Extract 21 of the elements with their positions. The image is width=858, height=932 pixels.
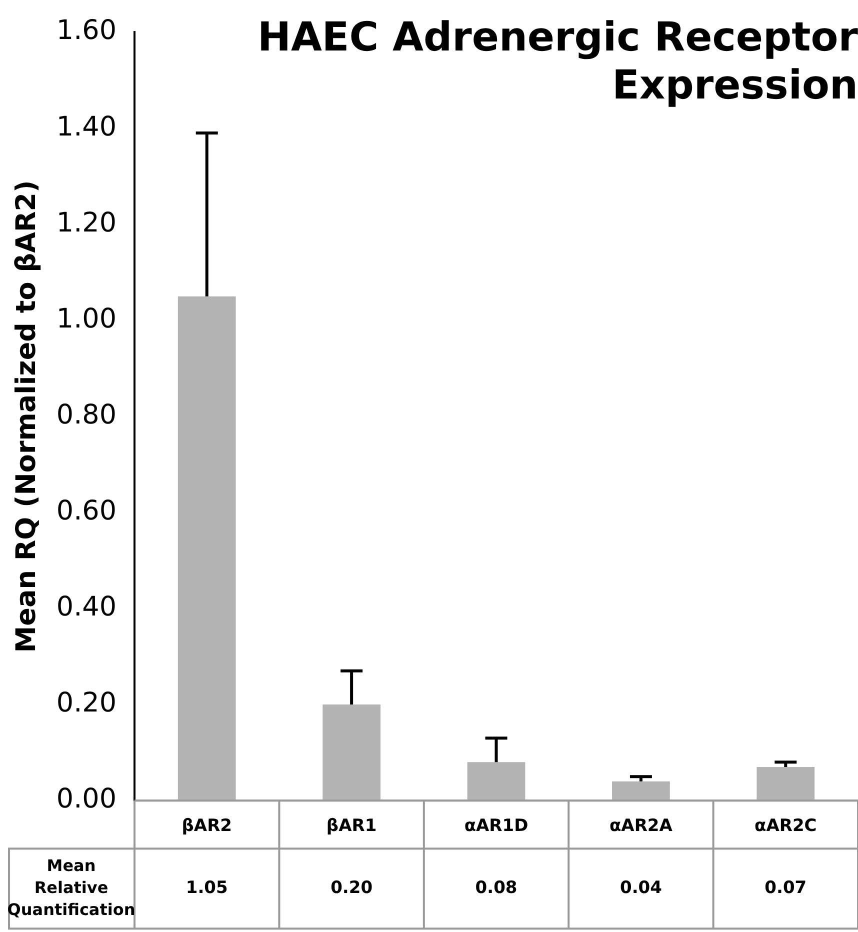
y-tick-label: 1.40 bbox=[56, 111, 117, 142]
x-tick-label: βAR1 bbox=[326, 816, 377, 836]
y-tick-label: 1.60 bbox=[56, 15, 117, 46]
y-tick-label: 0.60 bbox=[56, 495, 117, 526]
chart-title: HAEC Adrenergic Receptor Expression bbox=[257, 14, 858, 109]
y-axis-title: Mean RQ (Normalized to βAR2) bbox=[11, 180, 42, 653]
bar bbox=[178, 296, 236, 801]
y-tick-label: 1.20 bbox=[56, 207, 117, 238]
y-tick-label: 0.00 bbox=[56, 784, 117, 815]
y-tick-label: 1.00 bbox=[56, 303, 117, 334]
bar bbox=[322, 704, 380, 801]
bar bbox=[467, 762, 526, 801]
x-tick-label: αAR2A bbox=[609, 816, 674, 836]
bar bbox=[612, 781, 670, 801]
y-tick-label: 0.80 bbox=[56, 399, 117, 430]
y-tick-label: 0.40 bbox=[56, 592, 117, 623]
x-tick-label: βAR2 bbox=[182, 816, 232, 836]
y-tick-label: 0.20 bbox=[56, 688, 117, 719]
x-tick-label: αAR2C bbox=[754, 816, 817, 836]
bar bbox=[756, 766, 815, 801]
x-tick-label: αAR1D bbox=[464, 816, 528, 836]
